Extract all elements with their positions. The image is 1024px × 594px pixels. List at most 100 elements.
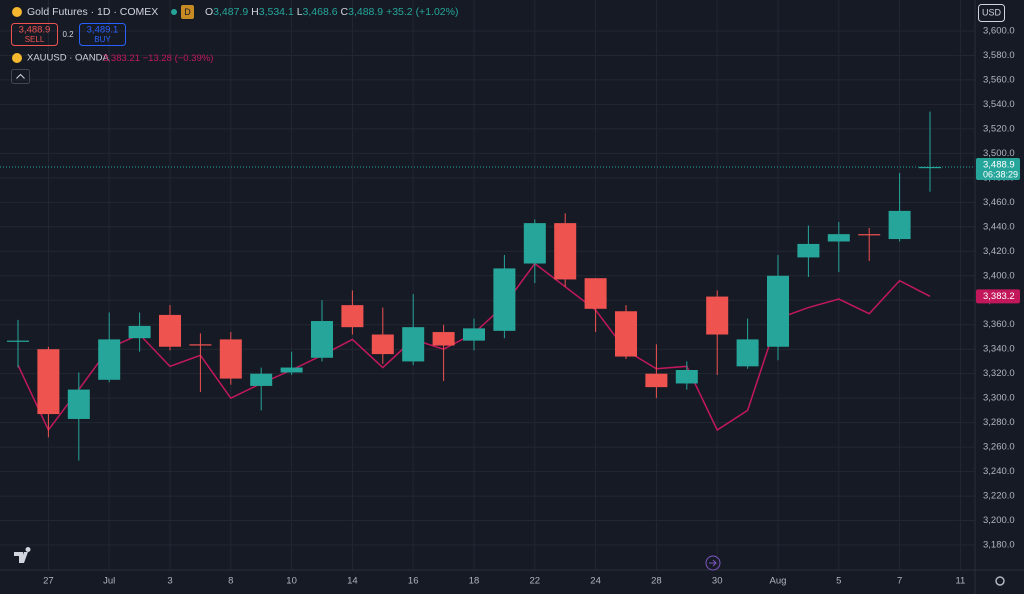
price-label: 3,488.9: [983, 159, 1015, 170]
candle-body: [463, 328, 485, 341]
y-tick-label: 3,580.0: [983, 50, 1015, 61]
candle-body: [341, 305, 364, 328]
y-tick-label: 3,320.0: [983, 368, 1015, 379]
sell-button[interactable]: [11, 23, 58, 46]
x-tick-label: 18: [469, 576, 480, 587]
y-tick-label: 3,200.0: [983, 515, 1015, 526]
spread: 0.2: [62, 30, 74, 39]
symbol-icon: [12, 7, 22, 17]
y-tick-label: 3,440.0: [983, 221, 1015, 232]
y-tick-label: 3,340.0: [983, 344, 1015, 355]
y-tick-label: 3,280.0: [983, 417, 1015, 428]
candle-body: [67, 389, 90, 419]
candle-body: [888, 210, 911, 240]
sell-label[interactable]: SELL: [25, 35, 45, 44]
candle-body: [767, 275, 789, 347]
compare-change: −13.28 (−0.39%): [143, 53, 214, 64]
candle-body: [128, 325, 151, 339]
x-tick-label: 7: [897, 576, 902, 587]
candle-body: [311, 321, 333, 358]
y-tick-label: 3,560.0: [983, 74, 1015, 85]
candle-body: [645, 373, 668, 388]
candle-body: [37, 349, 60, 415]
candle-body: [371, 334, 394, 355]
y-tick-label: 3,180.0: [983, 540, 1015, 551]
plot: [0, 111, 975, 461]
currency-button[interactable]: [978, 4, 1005, 22]
candle-body: [159, 314, 181, 347]
candle-body: [584, 278, 607, 309]
x-tick-label: 22: [530, 576, 541, 587]
ohlc-value: 3,488.9: [348, 6, 383, 18]
compare-title: XAUUSD · OANDA: [27, 53, 109, 64]
ohlc: O3,487.9 H3,534.1 L3,468.6 C3,488.9 +35.…: [205, 6, 458, 18]
x-tick-label: Aug: [770, 576, 787, 587]
candle-body: [432, 332, 455, 346]
x-tick-label: 28: [651, 576, 662, 587]
compare-values: 3,383.21 −13.28 (−0.39%): [103, 53, 213, 64]
sell-price[interactable]: 3,488.9: [19, 25, 51, 36]
symbol-title: Gold Futures · 1D · COMEX: [27, 6, 158, 18]
candle-body: [736, 339, 759, 367]
y-tick-label: 3,540.0: [983, 99, 1015, 110]
y-tick-label: 3,240.0: [983, 466, 1015, 477]
candle-body: [797, 243, 820, 258]
axes: 3,180.0 3,200.0 3,220.0 3,240.0 3,260.0 3,280…: [43, 25, 1020, 587]
y-tick-label: 3,300.0: [983, 393, 1015, 404]
x-tick-label: 27: [43, 576, 54, 587]
candle-body: [7, 340, 29, 342]
y-tick-label: 3,420.0: [983, 246, 1015, 257]
y-tick-label: 3,260.0: [983, 442, 1015, 453]
price-label-box: [976, 157, 1020, 180]
goto-icon: [709, 559, 717, 567]
y-tick-label: 3,600.0: [983, 25, 1015, 36]
ohlc-key: C: [341, 6, 349, 18]
x-tick-label: Jul: [103, 576, 115, 587]
candle-body: [219, 339, 242, 379]
badge-text: D: [184, 7, 191, 17]
candle-body: [98, 339, 121, 380]
x-tick-label: 8: [228, 576, 233, 587]
price-label: 3,383.2: [983, 291, 1015, 302]
grid: [0, 0, 975, 570]
x-tick-label: 11: [955, 576, 965, 587]
y-tick-label: 3,220.0: [983, 491, 1015, 502]
y-tick-label: 3,400.0: [983, 270, 1015, 281]
x-tick-label: 16: [408, 576, 419, 587]
candle-body: [280, 367, 303, 373]
change: +35.2 (+1.02%): [386, 6, 458, 18]
price-label-box: [976, 289, 1020, 304]
x-tick-label: 10: [286, 576, 297, 587]
candle-body: [402, 327, 425, 362]
x-tick-label: 3: [167, 576, 172, 587]
x-tick-label: 30: [712, 576, 723, 587]
y-tick-label: 3,500.0: [983, 148, 1015, 159]
candle-body: [858, 234, 881, 236]
y-tick-label: 3,460.0: [983, 197, 1015, 208]
candle-body: [523, 223, 546, 264]
ohlc-key: L: [297, 6, 303, 18]
candle-body: [827, 234, 850, 242]
buy-price[interactable]: 3,489.1: [87, 25, 119, 36]
buy-label[interactable]: BUY: [94, 35, 111, 44]
buy-button[interactable]: [79, 23, 126, 46]
goto-button[interactable]: [705, 555, 721, 571]
currency[interactable]: USD: [982, 7, 1002, 17]
collapse-button[interactable]: [11, 69, 30, 84]
logo: [14, 547, 31, 563]
ohlc-value: 3,468.6: [303, 6, 338, 18]
candle-body: [615, 311, 637, 357]
candle-body: [554, 223, 577, 280]
x-tick-label: 14: [347, 576, 358, 587]
compare-icon: [12, 53, 22, 63]
ohlc-key: O: [205, 6, 213, 18]
candle-body: [675, 370, 698, 384]
badge: [181, 5, 194, 19]
compare-value: 3,383.21: [103, 53, 140, 64]
y-tick-label: 3,520.0: [983, 123, 1015, 134]
settings-button[interactable]: [995, 576, 1005, 586]
candle-body: [189, 344, 212, 346]
ohlc-key: H: [251, 6, 259, 18]
